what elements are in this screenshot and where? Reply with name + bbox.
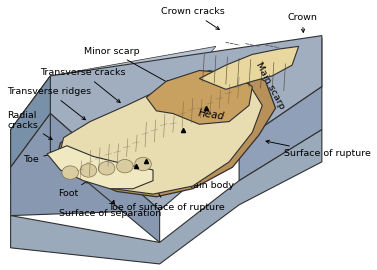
Polygon shape	[199, 46, 299, 89]
Text: Surface of rupture: Surface of rupture	[266, 140, 371, 158]
Polygon shape	[11, 130, 322, 264]
Polygon shape	[11, 46, 216, 130]
Circle shape	[98, 161, 115, 175]
Text: Head: Head	[197, 108, 225, 122]
Polygon shape	[11, 113, 159, 215]
Polygon shape	[51, 113, 159, 242]
Polygon shape	[47, 146, 153, 189]
Polygon shape	[11, 76, 51, 167]
Polygon shape	[146, 70, 252, 124]
Text: Main body: Main body	[185, 169, 234, 190]
Text: Toe of surface of rupture: Toe of surface of rupture	[108, 189, 225, 212]
Polygon shape	[60, 70, 262, 194]
Text: Radial
cracks: Radial cracks	[7, 110, 52, 140]
Polygon shape	[11, 36, 322, 210]
Circle shape	[62, 166, 78, 179]
Text: Surface of separation: Surface of separation	[59, 200, 161, 218]
Text: Toe: Toe	[23, 153, 55, 164]
Text: Foot: Foot	[58, 180, 89, 198]
Text: Main scarp: Main scarp	[254, 60, 287, 110]
Circle shape	[80, 164, 97, 177]
Polygon shape	[239, 87, 322, 181]
Text: Minor scarp: Minor scarp	[84, 47, 170, 83]
Text: Crown cracks: Crown cracks	[161, 7, 225, 29]
Text: Crown: Crown	[287, 13, 317, 32]
Circle shape	[135, 157, 151, 171]
Polygon shape	[57, 68, 276, 197]
Polygon shape	[183, 38, 322, 162]
Text: Transverse ridges: Transverse ridges	[7, 87, 92, 120]
Circle shape	[116, 160, 133, 173]
Text: Transverse cracks: Transverse cracks	[40, 68, 126, 103]
